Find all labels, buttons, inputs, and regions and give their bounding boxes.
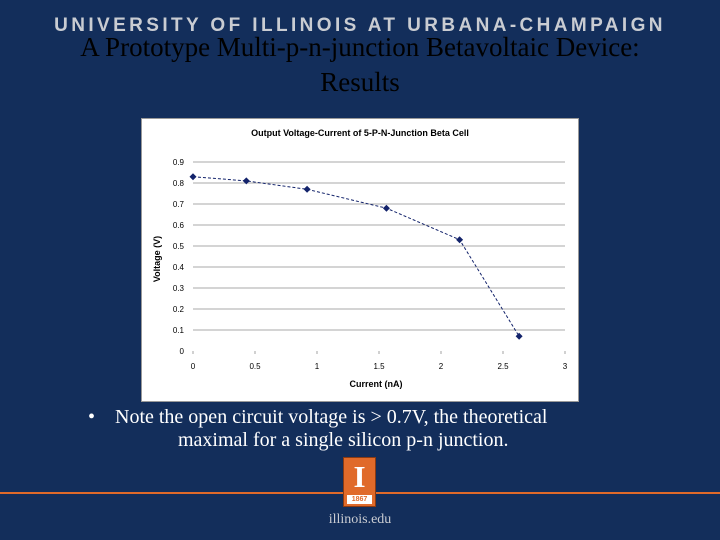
y-axis-label: Voltage (V) — [152, 236, 162, 282]
series-line — [192, 176, 520, 337]
y-tick-label: 0.3 — [173, 284, 185, 293]
bullet-marker: • — [88, 406, 96, 428]
data-point — [303, 185, 311, 193]
illinois-logo: I 1867 — [343, 457, 376, 507]
data-point — [382, 204, 390, 212]
chart-series — [189, 173, 523, 340]
y-tick-label: 0.2 — [173, 305, 185, 314]
x-tick-label: 0.5 — [249, 362, 261, 371]
y-tick-label: 0.6 — [173, 221, 185, 230]
university-wordmark: UNIVERSITY OF ILLINOIS AT URBANA-CHAMPAI… — [54, 15, 666, 36]
logo-year: 1867 — [347, 495, 372, 504]
x-tick-label: 0 — [191, 362, 196, 371]
slide-title-line-2: Results — [320, 67, 400, 97]
x-axis-label: Current (nA) — [350, 379, 403, 389]
chart-gridlines — [192, 161, 566, 354]
bullet-text-line-2: maximal for a single silicon p-n junctio… — [178, 429, 509, 451]
data-point — [189, 173, 197, 181]
chart-panel: Output Voltage-Current of 5-P-N-Junction… — [141, 118, 579, 402]
y-tick-label: 0.9 — [173, 158, 185, 167]
slide-title-line-1: A Prototype Multi-p-n-junction Betavolta… — [80, 32, 640, 62]
y-tick-label: 0.7 — [173, 200, 185, 209]
logo-letter: I — [353, 459, 366, 494]
x-tick-label: 1 — [315, 362, 320, 371]
x-tick-label: 1.5 — [373, 362, 385, 371]
x-tick-label: 3 — [563, 362, 568, 371]
chart-tick-labels: 0 0.1 0.2 0.3 0.4 0.5 0.6 0.7 0.8 0.9 0 0.5 1 1.5 2 2.5… — [173, 158, 568, 371]
y-tick-label: 0.4 — [173, 263, 185, 272]
data-point — [456, 236, 464, 244]
x-tick-label: 2 — [439, 362, 444, 371]
x-tick-label: 2.5 — [497, 362, 509, 371]
y-tick-label: 0.1 — [173, 326, 185, 335]
data-point — [242, 177, 250, 185]
voltage-current-chart: Output Voltage-Current of 5-P-N-Junction… — [152, 128, 568, 389]
bullet-text-line-1: Note the open circuit voltage is > 0.7V,… — [115, 406, 548, 428]
chart-title: Output Voltage-Current of 5-P-N-Junction… — [251, 128, 469, 138]
slide-title: A Prototype Multi-p-n-junction Betavolta… — [10, 30, 710, 100]
y-tick-label: 0.8 — [173, 179, 185, 188]
y-tick-label: 0.5 — [173, 242, 185, 251]
data-point — [515, 332, 523, 340]
footer-domain: illinois.edu — [328, 512, 392, 527]
y-tick-label: 0 — [180, 347, 185, 356]
